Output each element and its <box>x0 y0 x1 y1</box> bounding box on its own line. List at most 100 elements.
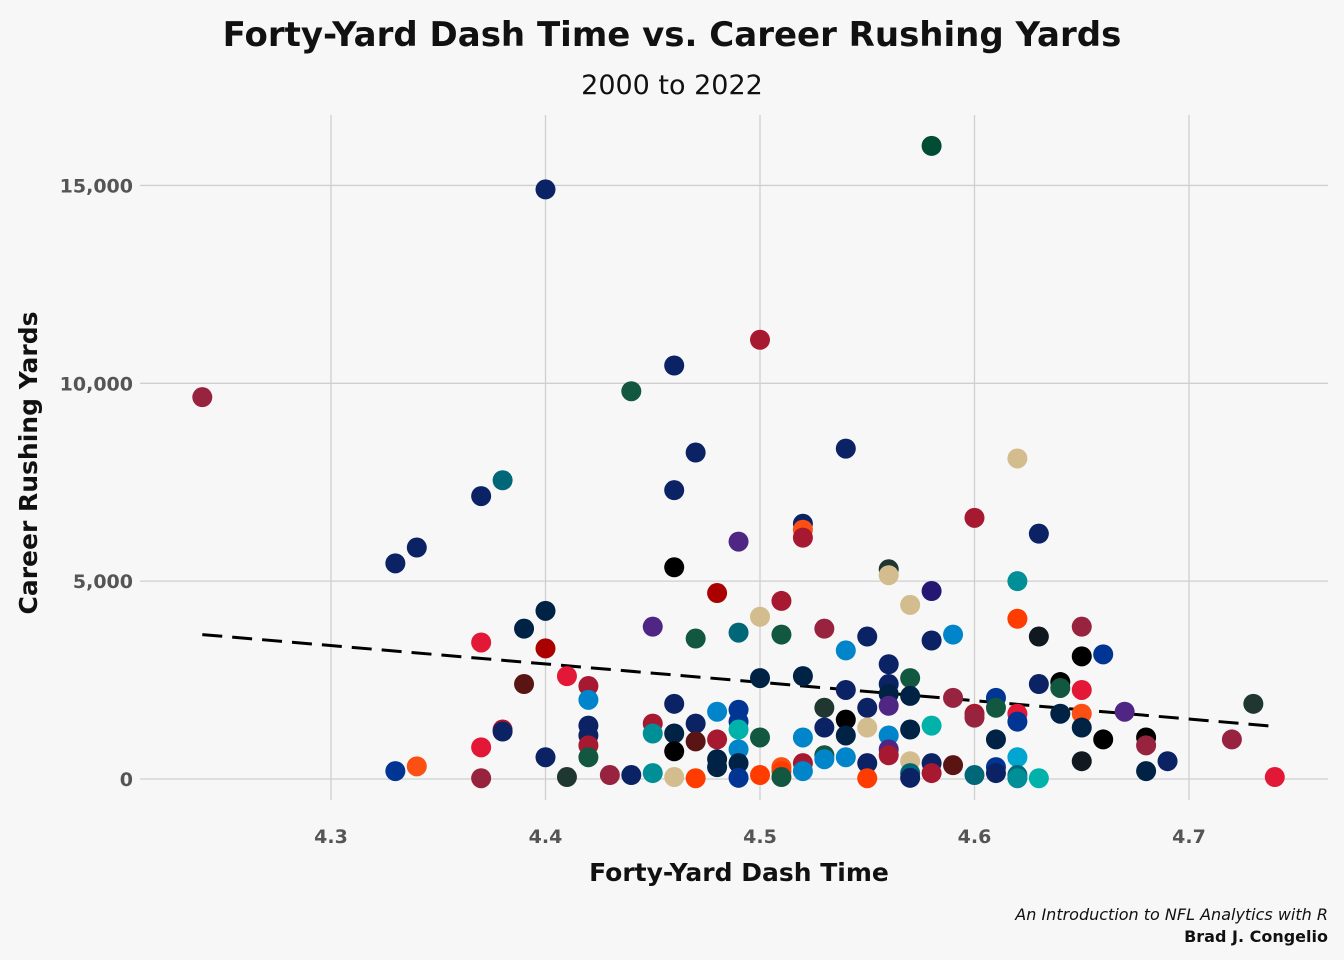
data-point <box>728 767 749 788</box>
data-point <box>1157 751 1178 772</box>
data-point <box>900 719 921 740</box>
data-point <box>792 666 813 687</box>
data-point <box>578 689 599 710</box>
data-point <box>492 470 513 491</box>
data-point <box>814 697 835 718</box>
data-point <box>535 638 556 659</box>
x-tick-label: 4.5 <box>743 826 777 848</box>
data-point <box>385 553 406 574</box>
x-tick-label: 4.7 <box>1172 826 1206 848</box>
data-point <box>878 565 899 586</box>
data-point <box>835 747 856 768</box>
data-point <box>1007 768 1028 789</box>
data-point <box>1028 674 1049 695</box>
data-point <box>1007 571 1028 592</box>
data-point <box>792 727 813 748</box>
data-point <box>685 628 706 649</box>
x-tick-label: 4.3 <box>314 826 348 848</box>
data-point <box>1243 693 1264 714</box>
y-tick-labels: 0 5,000 10,000 15,000 <box>60 175 133 791</box>
data-point <box>1136 761 1157 782</box>
caption-author: Brad J. Congelio <box>1184 927 1328 946</box>
data-point <box>406 537 427 558</box>
y-axis-title: Career Rushing Yards <box>14 312 43 615</box>
data-point <box>664 480 685 501</box>
x-tick-labels: 4.3 4.4 4.5 4.6 4.7 <box>314 826 1206 848</box>
data-point <box>857 626 878 647</box>
data-point <box>664 723 685 744</box>
data-point <box>1028 626 1049 647</box>
data-point <box>900 685 921 706</box>
data-point <box>642 616 663 637</box>
data-point <box>578 747 599 768</box>
y-gridlines <box>140 184 1328 780</box>
data-point <box>985 697 1006 718</box>
data-point <box>664 741 685 762</box>
y-tick-label: 10,000 <box>60 373 133 395</box>
data-point <box>1028 523 1049 544</box>
y-tick-label: 5,000 <box>73 571 133 593</box>
x-axis-title: Forty-Yard Dash Time <box>589 858 889 887</box>
data-point <box>878 654 899 675</box>
data-point <box>835 640 856 661</box>
data-point <box>707 583 728 604</box>
data-point <box>1071 616 1092 637</box>
data-point <box>664 693 685 714</box>
data-point <box>771 590 792 611</box>
data-point <box>707 757 728 778</box>
data-point <box>1007 711 1028 732</box>
data-point <box>750 668 770 689</box>
y-tick-label: 0 <box>120 769 133 791</box>
data-point <box>835 679 856 700</box>
data-point <box>1007 608 1028 629</box>
data-point <box>835 438 856 459</box>
data-point <box>685 442 706 463</box>
data-point <box>599 765 620 786</box>
data-point <box>814 717 835 738</box>
data-point <box>664 355 685 376</box>
data-point <box>878 745 899 766</box>
data-point <box>750 727 770 748</box>
data-point <box>556 767 577 788</box>
data-point <box>964 507 985 528</box>
data-point <box>1221 729 1242 750</box>
data-point <box>642 763 663 784</box>
data-point <box>1007 448 1028 469</box>
data-point <box>535 179 556 200</box>
data-point <box>900 767 921 788</box>
data-point <box>878 725 899 746</box>
data-point <box>943 624 964 645</box>
data-point <box>921 630 942 651</box>
data-point <box>792 761 813 782</box>
data-point <box>857 697 878 718</box>
data-point <box>728 753 749 774</box>
data-point <box>964 707 985 728</box>
data-point <box>878 695 899 716</box>
data-point <box>985 763 1006 784</box>
x-tick-label: 4.4 <box>529 826 563 848</box>
data-point <box>535 747 556 768</box>
data-point <box>1071 717 1092 738</box>
data-point <box>857 753 878 774</box>
x-tick-label: 4.6 <box>958 826 992 848</box>
data-point <box>621 765 642 786</box>
data-point <box>471 737 492 758</box>
data-point <box>835 709 856 730</box>
data-point <box>192 387 213 408</box>
data-point <box>685 731 706 752</box>
data-point <box>1093 729 1114 750</box>
data-point <box>556 666 577 687</box>
data-point <box>1071 751 1092 772</box>
data-point <box>492 721 513 742</box>
y-tick-label: 15,000 <box>60 175 133 197</box>
data-point <box>728 719 749 740</box>
data-point <box>664 767 685 788</box>
data-point <box>814 618 835 639</box>
data-point <box>964 765 985 786</box>
data-point <box>728 531 749 552</box>
data-point <box>835 725 856 746</box>
data-point <box>1136 735 1157 756</box>
data-point <box>1050 677 1071 698</box>
data-point <box>1007 747 1028 768</box>
